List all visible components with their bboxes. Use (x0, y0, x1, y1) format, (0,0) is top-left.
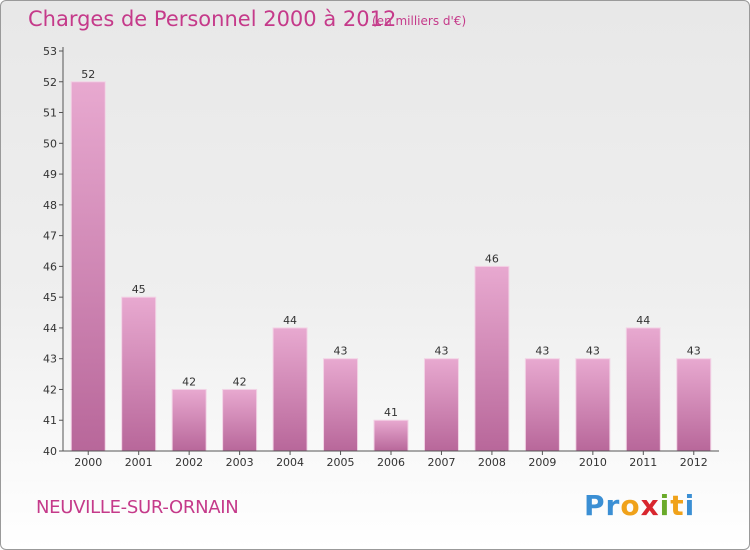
bar-value-label: 43 (687, 345, 701, 358)
bar (70, 81, 106, 452)
bar-value-label: 44 (283, 314, 297, 327)
bar-value-label: 46 (485, 252, 499, 265)
y-tick-label: 51 (43, 107, 57, 120)
bar (323, 358, 359, 452)
y-tick-label: 44 (43, 322, 57, 335)
x-tick-label: 2011 (629, 456, 657, 469)
bar (625, 327, 661, 452)
y-tick-label: 42 (43, 383, 57, 396)
y-tick-label: 52 (43, 76, 57, 89)
logo-letter: r (605, 489, 621, 522)
bar-value-label: 43 (434, 345, 448, 358)
bar (676, 358, 712, 452)
bar-value-label: 41 (384, 406, 398, 419)
x-tick-label: 2008 (478, 456, 506, 469)
y-tick-label: 48 (43, 199, 57, 212)
bar (474, 265, 510, 452)
logo-letter: x (640, 489, 660, 522)
bar (373, 419, 409, 452)
bar (575, 358, 611, 452)
y-tick-label: 49 (43, 168, 57, 181)
y-tick-label: 53 (43, 45, 57, 58)
x-tick-label: 2009 (528, 456, 556, 469)
y-tick-label: 43 (43, 353, 57, 366)
logo-letter: o (620, 489, 641, 522)
logo-letter: P (584, 489, 606, 522)
y-tick-label: 41 (43, 414, 57, 427)
x-tick-label: 2000 (74, 456, 102, 469)
y-tick-label: 46 (43, 260, 57, 273)
x-tick-label: 2005 (327, 456, 355, 469)
x-tick-label: 2003 (226, 456, 254, 469)
chart-title: Charges de Personnel 2000 à 2012 (28, 7, 397, 31)
bar-value-label: 43 (334, 345, 348, 358)
x-tick-label: 2007 (427, 456, 455, 469)
bar (222, 388, 258, 452)
chart-subtitle: (en milliers d'€) (372, 14, 467, 28)
logo-letter: i (659, 489, 671, 522)
y-tick-label: 50 (43, 137, 57, 150)
bar-value-label: 43 (586, 345, 600, 358)
bar (121, 296, 157, 452)
y-tick-label: 45 (43, 291, 57, 304)
y-tick-label: 47 (43, 230, 57, 243)
x-tick-label: 2006 (377, 456, 405, 469)
y-tick-label: 40 (43, 445, 57, 458)
x-tick-label: 2012 (680, 456, 708, 469)
x-tick-label: 2001 (125, 456, 153, 469)
bar (423, 358, 459, 452)
bar-value-label: 44 (636, 314, 650, 327)
x-tick-label: 2004 (276, 456, 304, 469)
bar (272, 327, 308, 452)
logo-letter: t (670, 489, 685, 522)
x-tick-label: 2002 (175, 456, 203, 469)
bar-value-label: 43 (535, 345, 549, 358)
bar-value-label: 45 (132, 283, 146, 296)
bar-value-label: 42 (182, 375, 196, 388)
bar (171, 388, 207, 452)
bar-value-label: 42 (233, 375, 247, 388)
x-tick-label: 2010 (579, 456, 607, 469)
commune-name: NEUVILLE-SUR-ORNAIN (36, 497, 239, 518)
bar-value-label: 52 (81, 68, 95, 81)
bar (524, 358, 560, 452)
proxiti-logo: Proxiti (584, 489, 695, 522)
logo-letter: i (684, 489, 696, 522)
